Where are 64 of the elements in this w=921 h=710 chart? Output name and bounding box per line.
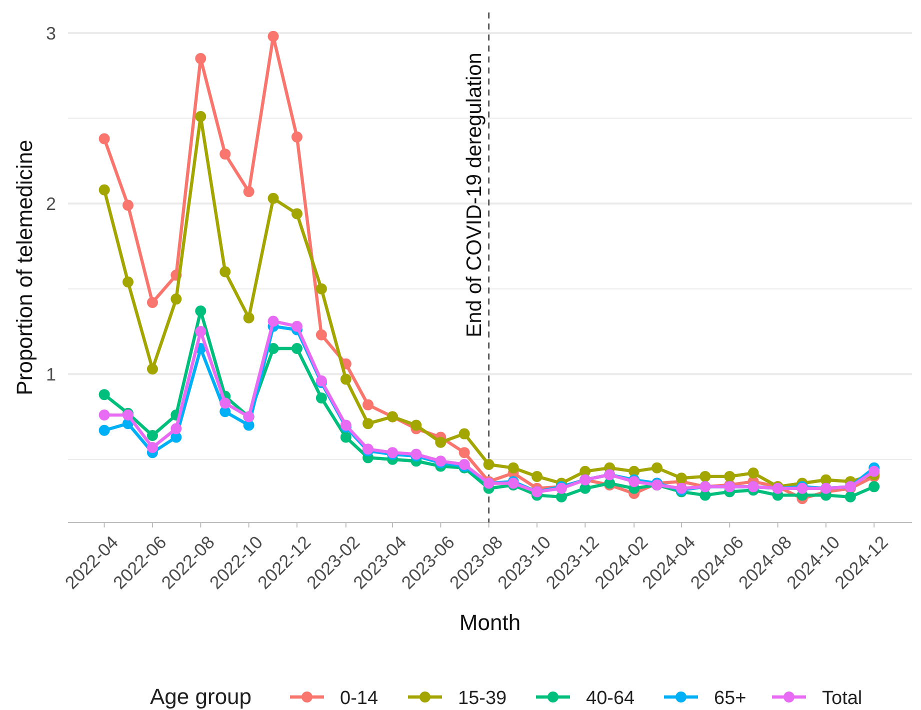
point [340,374,352,385]
point [98,424,110,436]
point [243,186,254,198]
point [268,30,279,42]
point [268,192,279,204]
point [122,200,134,211]
legend-label: 40-64 [586,688,636,709]
legend-label: 15-39 [458,688,507,709]
point [868,481,880,492]
point [435,436,446,448]
ref-line-label: End of COVID-19 deregulation [462,52,486,338]
point [410,420,422,431]
point [340,432,352,443]
point [291,208,302,220]
legend-label: 0-14 [340,688,378,709]
point [316,392,327,404]
y-tick-label: 3 [46,23,56,44]
point [458,447,470,458]
legend-label: Total [822,688,862,709]
point [458,428,470,440]
point [146,430,158,442]
point [98,389,110,400]
point [362,399,374,410]
point [243,312,254,324]
point [508,462,519,474]
point [700,470,711,482]
point [170,294,182,305]
point [220,398,231,409]
y-axis-title: Proportion of telemedicine [12,140,37,396]
point [483,459,494,470]
point [676,472,687,484]
point [748,468,759,479]
point [724,470,736,482]
point [146,296,158,308]
point [146,363,158,374]
legend-label: 65+ [714,688,746,709]
point [98,410,110,421]
point [98,133,110,144]
point [220,266,231,278]
point [362,418,374,430]
point [146,442,158,453]
point [170,423,182,434]
point [531,470,542,482]
point [195,305,206,316]
point [195,326,206,337]
point [291,320,302,332]
point [195,111,206,122]
point [268,316,279,327]
point [220,148,231,160]
y-tick-label: 1 [46,364,56,384]
point [268,343,279,354]
point [651,462,662,474]
point [291,132,302,143]
point [868,466,880,477]
point [316,283,327,294]
point [98,184,110,196]
point [316,329,327,340]
legend-title: Age group [150,684,252,709]
point [122,276,134,288]
point [291,343,302,354]
x-axis-title: Month [459,610,521,635]
point [195,53,206,64]
point [844,491,856,502]
y-tick-label: 2 [46,194,56,214]
